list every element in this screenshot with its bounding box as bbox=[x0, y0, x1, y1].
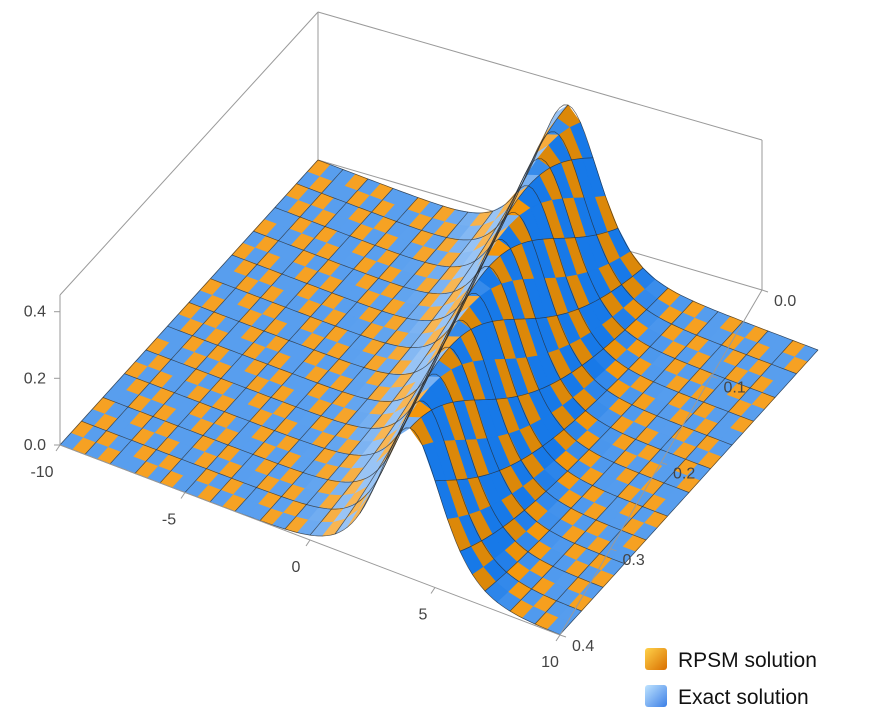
x-tick-mark bbox=[180, 492, 186, 499]
t-tick-mark bbox=[761, 289, 769, 293]
z-tick-label: 0.4 bbox=[24, 304, 46, 321]
surface bbox=[59, 104, 819, 635]
t-tick-label: 0.0 bbox=[774, 293, 796, 310]
legend: RPSM solution Exact solution bbox=[645, 648, 817, 709]
t-axis-ticks: 0.0 0.1 0.2 0.3 0.4 bbox=[559, 289, 796, 655]
legend-swatch-rpsm bbox=[645, 648, 667, 670]
mesh-line-t bbox=[231, 212, 733, 446]
x-tick-label: -10 bbox=[30, 464, 53, 481]
x-tick-label: 0 bbox=[292, 559, 301, 576]
t-tick-label: 0.4 bbox=[572, 638, 594, 655]
mesh-line-t bbox=[102, 373, 604, 588]
x-tick-label: -5 bbox=[162, 512, 176, 529]
x-tick-label: 5 bbox=[419, 607, 428, 624]
x-tick-mark bbox=[430, 587, 436, 594]
mesh-line-t bbox=[274, 158, 776, 398]
mesh-line-t bbox=[124, 346, 625, 564]
t-tick-label: 0.1 bbox=[724, 379, 746, 396]
x-tick-mark bbox=[555, 634, 561, 642]
x-tick-mark bbox=[55, 444, 61, 452]
surface-mesh bbox=[59, 104, 819, 635]
mesh-line-t bbox=[210, 239, 711, 470]
legend-label-exact: Exact solution bbox=[678, 686, 809, 709]
t-tick-mark bbox=[711, 375, 718, 379]
legend-label-rpsm: RPSM solution bbox=[678, 649, 817, 672]
t-tick-label: 0.3 bbox=[623, 552, 645, 569]
t-tick-mark bbox=[610, 548, 617, 552]
z-tick-label: 0.2 bbox=[24, 370, 46, 387]
x-tick-label: 10 bbox=[541, 654, 559, 671]
t-tick-label: 0.2 bbox=[673, 466, 695, 483]
z-axis-ticks: 0.0 0.2 0.4 bbox=[24, 304, 60, 454]
t-tick-mark bbox=[660, 462, 668, 465]
mesh-line-t bbox=[317, 104, 819, 351]
mesh-line-t bbox=[81, 400, 582, 612]
mesh-line-t bbox=[167, 292, 668, 517]
legend-swatch-exact bbox=[645, 685, 667, 707]
mesh-line-t bbox=[145, 319, 647, 541]
mesh-line-t bbox=[296, 131, 797, 375]
t-tick-mark bbox=[559, 634, 567, 638]
z-tick-label: 0.0 bbox=[24, 437, 46, 454]
x-tick-mark bbox=[305, 539, 311, 547]
x-axis-ticks: -10 -5 0 5 10 bbox=[30, 444, 561, 671]
